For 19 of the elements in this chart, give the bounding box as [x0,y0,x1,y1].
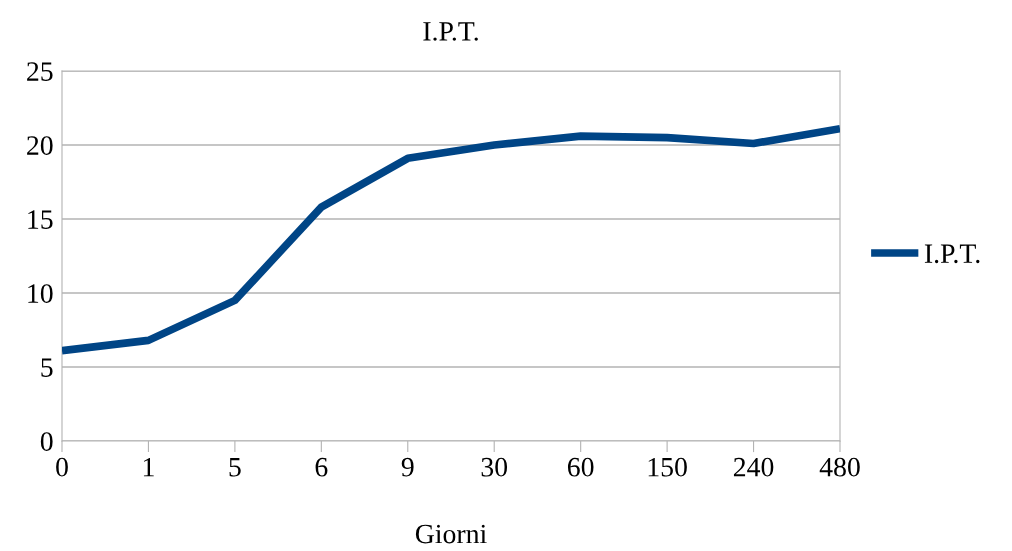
x-tick-label: 60 [567,457,594,477]
x-tick-label: 480 [819,457,860,477]
y-tick-label: 5 [41,358,53,377]
x-tick-label: 5 [229,458,241,477]
x-tick-label: 150 [648,457,687,477]
x-tick-label: 240 [733,457,774,477]
x-tick-label: 30 [481,457,508,477]
y-tick-label: 20 [27,136,53,155]
x-tick-label: 1 [143,457,154,477]
legend-label: I.P.T. [924,244,980,264]
chart-title: I.P.T. [423,22,478,41]
y-tick-label: 15 [28,210,53,229]
x-tick-label: 6 [315,457,328,477]
y-tick-label: 25 [27,62,53,81]
y-tick-label: 10 [28,284,53,303]
x-tick-label: 9 [401,457,414,477]
y-tick-label: 0 [40,432,53,451]
x-tick-label: 0 [56,457,68,477]
x-axis-title: Giorni [415,524,487,544]
